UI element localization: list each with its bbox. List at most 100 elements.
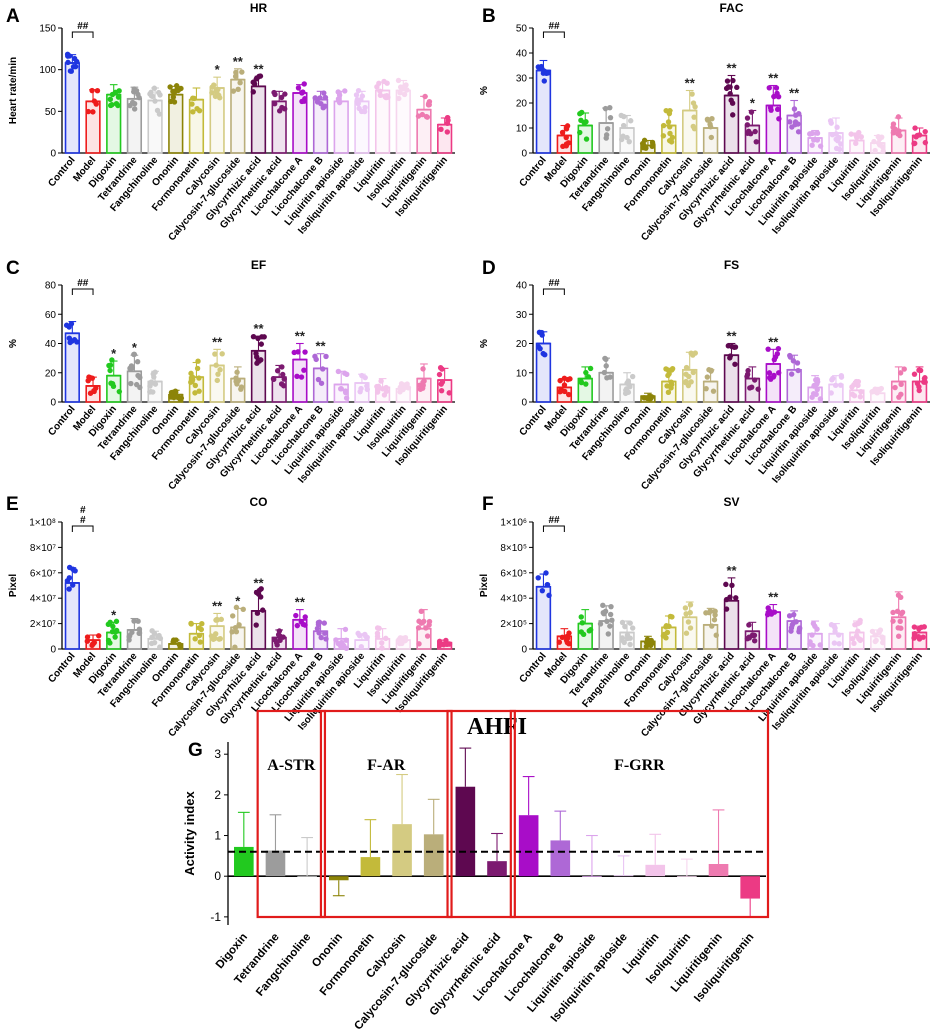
data-point — [214, 377, 220, 384]
x-tick-label: Control — [46, 404, 77, 438]
data-point — [753, 139, 759, 145]
data-point — [688, 379, 694, 385]
data-point — [775, 345, 782, 352]
y-tick-label: 1×10⁶ — [500, 518, 527, 529]
data-point — [147, 389, 153, 395]
data-point — [921, 624, 927, 630]
bar — [740, 876, 760, 899]
data-point — [149, 640, 155, 647]
data-point — [107, 640, 113, 646]
data-point — [177, 644, 183, 650]
data-point — [713, 632, 719, 638]
data-point — [129, 629, 135, 636]
data-point — [196, 625, 202, 631]
chart-title: EF — [251, 258, 266, 272]
data-point — [376, 80, 382, 87]
y-tick-label: 1×10⁸ — [29, 518, 56, 529]
data-point — [585, 374, 592, 380]
data-point — [376, 625, 382, 632]
bar — [250, 610, 267, 650]
data-point — [894, 608, 901, 614]
data-point — [830, 375, 836, 382]
x-tick-label: Control — [517, 404, 548, 438]
x-tick-label: Control — [517, 155, 548, 189]
data-point — [416, 641, 422, 647]
bar — [677, 876, 697, 877]
data-point — [745, 128, 752, 135]
data-point — [96, 633, 102, 639]
data-point — [66, 586, 72, 592]
data-point — [91, 388, 97, 395]
data-point — [898, 381, 904, 387]
data-point — [377, 88, 383, 94]
data-point — [869, 628, 876, 635]
data-point — [382, 94, 389, 100]
data-point — [67, 68, 74, 74]
data-point — [809, 142, 815, 148]
data-point — [152, 369, 158, 375]
data-point — [745, 367, 751, 374]
data-point — [320, 366, 326, 372]
data-point — [834, 124, 840, 130]
data-point — [558, 386, 564, 393]
data-point — [788, 625, 795, 631]
y-tick-label: 0 — [521, 398, 527, 409]
data-point — [301, 81, 307, 87]
data-point — [810, 642, 816, 649]
data-point — [417, 386, 424, 392]
data-point — [192, 382, 199, 389]
significance-bracket — [71, 288, 94, 295]
data-point — [189, 378, 195, 385]
data-point — [890, 124, 896, 130]
data-point — [171, 99, 178, 105]
data-point — [229, 629, 235, 635]
data-point — [710, 388, 717, 394]
data-point — [280, 371, 286, 378]
data-point — [294, 373, 300, 380]
significance-mark: ** — [726, 61, 737, 76]
data-point — [178, 85, 184, 92]
data-point — [708, 134, 715, 141]
data-point — [660, 133, 667, 139]
data-point — [583, 381, 589, 387]
y-tick-label: 20 — [516, 99, 528, 110]
data-point — [851, 640, 857, 647]
data-point — [834, 137, 841, 144]
data-point — [212, 351, 218, 357]
data-point — [828, 390, 834, 396]
significance-mark: ** — [726, 329, 737, 344]
significance-mark: * — [111, 607, 117, 622]
bar — [702, 127, 719, 154]
chart-title: HR — [250, 1, 268, 15]
data-point — [605, 631, 611, 637]
y-axis-label: % — [479, 339, 490, 348]
significance-mark: ** — [726, 563, 737, 578]
chart-panel-F: F SV 0 2×10⁵ 4×10⁵ 6×10⁵ 8×10⁵ 1×10⁶ Pixel Contro… — [479, 494, 930, 739]
y-tick-label: 0 — [50, 398, 56, 409]
panel-letter: D — [482, 258, 496, 279]
data-point — [853, 140, 859, 147]
data-point — [354, 98, 360, 104]
data-point — [109, 357, 115, 363]
data-point — [377, 92, 384, 99]
data-point — [664, 383, 670, 389]
data-point — [261, 334, 267, 340]
y-tick-label: 50 — [516, 24, 528, 35]
data-point — [709, 623, 715, 629]
data-point — [312, 95, 318, 101]
data-point — [128, 380, 134, 387]
data-point — [604, 375, 610, 381]
data-point — [436, 638, 443, 644]
bar — [518, 815, 539, 877]
data-point — [66, 575, 73, 581]
data-point — [400, 84, 406, 91]
data-point — [94, 88, 101, 94]
data-point — [917, 367, 924, 374]
y-tick-label: 8×10⁵ — [500, 543, 527, 554]
data-point — [260, 607, 266, 613]
group-label: A-STR — [267, 757, 315, 774]
data-point — [194, 365, 201, 372]
data-point — [712, 612, 718, 618]
significance-mark: ** — [212, 598, 223, 613]
data-point — [112, 89, 119, 96]
